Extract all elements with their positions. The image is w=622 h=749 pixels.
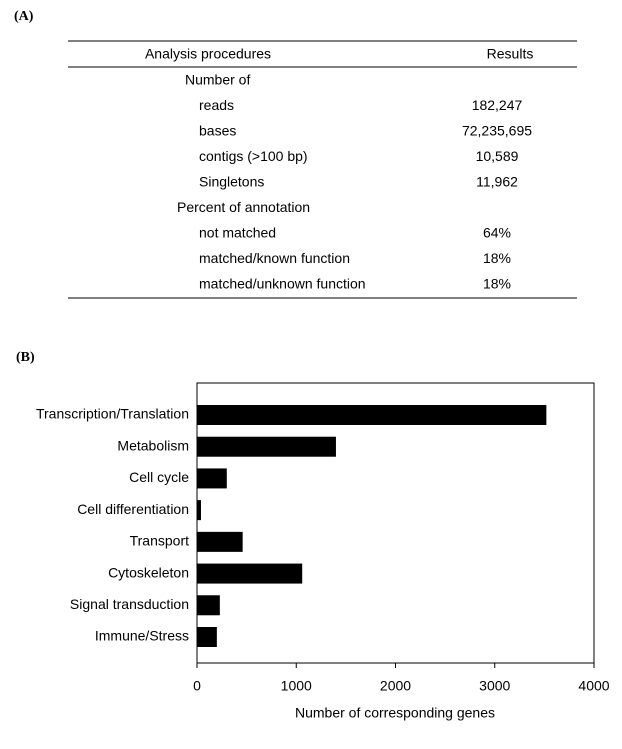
bar: [197, 500, 201, 521]
table-result: 64%: [483, 225, 511, 241]
y-tick-label: Immune/Stress: [95, 628, 189, 644]
panel-label: (A): [14, 9, 34, 24]
table-row-label: bases: [199, 123, 236, 139]
table-header: Analysis procedures: [145, 46, 271, 62]
bar: [197, 595, 220, 616]
table-row-label: Singletons: [199, 174, 264, 190]
y-tick-label: Transport: [130, 533, 190, 549]
y-tick-label: Cell cycle: [129, 469, 189, 485]
y-tick-label: Cell differentiation: [77, 501, 189, 517]
bar: [197, 405, 547, 425]
table-result: 72,235,695: [462, 123, 532, 139]
bar: [197, 627, 217, 647]
table-group-label: Percent of annotation: [177, 199, 310, 215]
table-result: 18%: [483, 250, 511, 266]
bar: [197, 563, 303, 584]
table-row-label: contigs (>100 bp): [199, 148, 308, 164]
table-row-label: matched/known function: [199, 250, 350, 266]
x-axis-label: Number of corresponding genes: [295, 705, 495, 721]
table-group-label: Number of: [185, 72, 250, 88]
y-tick-label: Metabolism: [117, 437, 189, 453]
y-tick-label: Cytoskeleton: [108, 564, 189, 580]
table-result: 182,247: [472, 97, 523, 113]
x-tick-label: 0: [193, 678, 201, 694]
panel-label: (B): [16, 350, 35, 365]
table-result: 18%: [483, 276, 511, 292]
bar: [197, 468, 227, 489]
x-tick-label: 3000: [479, 678, 510, 694]
table-result: 11,962: [476, 174, 518, 190]
y-tick-label: Transcription/Translation: [36, 406, 189, 422]
bar: [197, 436, 336, 457]
table-row-label: not matched: [199, 225, 276, 241]
x-tick-label: 2000: [380, 678, 411, 694]
table-result: 10,589: [476, 148, 519, 164]
bar: [197, 531, 243, 552]
table-header: Results: [487, 46, 534, 62]
x-tick-label: 1000: [281, 678, 312, 694]
table-row-label: matched/unknown function: [199, 276, 366, 292]
table-row-label: reads: [199, 97, 234, 113]
y-tick-label: Signal transduction: [70, 596, 189, 612]
x-tick-label: 4000: [578, 678, 609, 694]
